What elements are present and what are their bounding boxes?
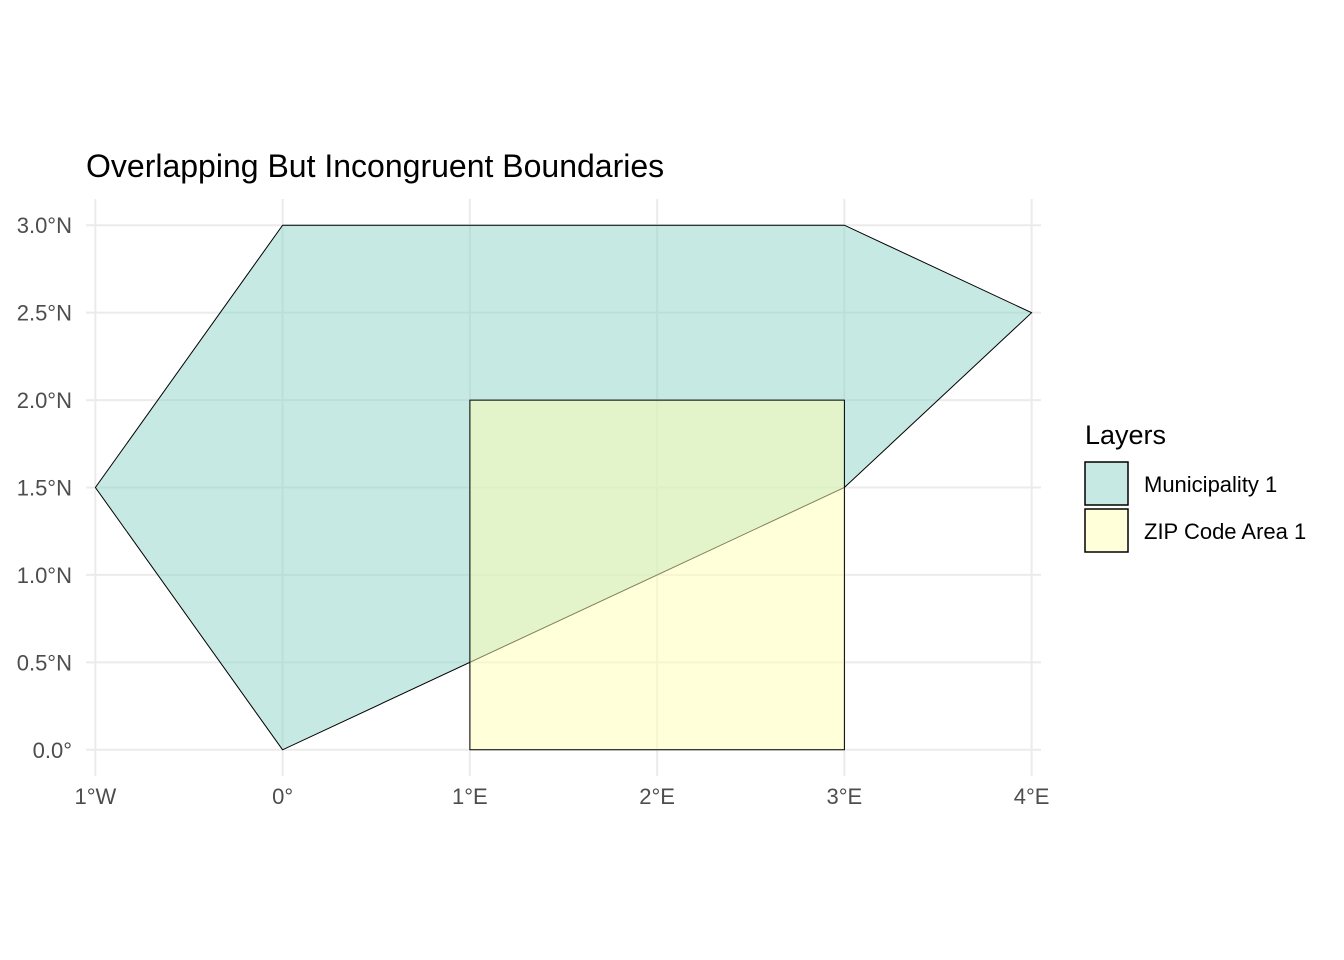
legend-key-1 — [1084, 508, 1129, 553]
x-tick-label-3: 2°E — [639, 784, 675, 809]
polygon-layer-1 — [469, 399, 845, 751]
y-tick-label-1: 0.5°N — [17, 650, 72, 675]
legend: Layers Municipality 1 ZIP Code Area 1 — [1084, 420, 1306, 553]
y-tick-label-3: 1.5°N — [17, 476, 72, 501]
y-tick-label-5: 2.5°N — [17, 301, 72, 326]
x-tick-label-4: 3°E — [827, 784, 863, 809]
x-tick-label-0: 1°W — [74, 784, 116, 809]
boundary-polygons — [94, 224, 1033, 751]
legend-title: Layers — [1085, 420, 1166, 450]
x-tick-label-2: 1°E — [452, 784, 488, 809]
y-tick-label-6: 3.0°N — [17, 213, 72, 238]
y-axis-ticks: 0.0° 0.5°N 1.0°N 1.5°N 2.0°N 2.5°N 3.0°N — [17, 213, 72, 763]
y-tick-label-0: 0.0° — [33, 738, 72, 763]
y-tick-label-4: 2.0°N — [17, 388, 72, 413]
x-tick-label-1: 0° — [272, 784, 293, 809]
legend-label-1: ZIP Code Area 1 — [1144, 519, 1306, 544]
x-tick-label-5: 4°E — [1014, 784, 1050, 809]
y-tick-label-2: 1.0°N — [17, 563, 72, 588]
legend-label-0: Municipality 1 — [1144, 472, 1277, 497]
legend-key-0 — [1084, 461, 1129, 506]
chart-title: Overlapping But Incongruent Boundaries — [86, 148, 664, 184]
x-axis-ticks: 1°W 0° 1°E 2°E 3°E 4°E — [74, 784, 1049, 809]
